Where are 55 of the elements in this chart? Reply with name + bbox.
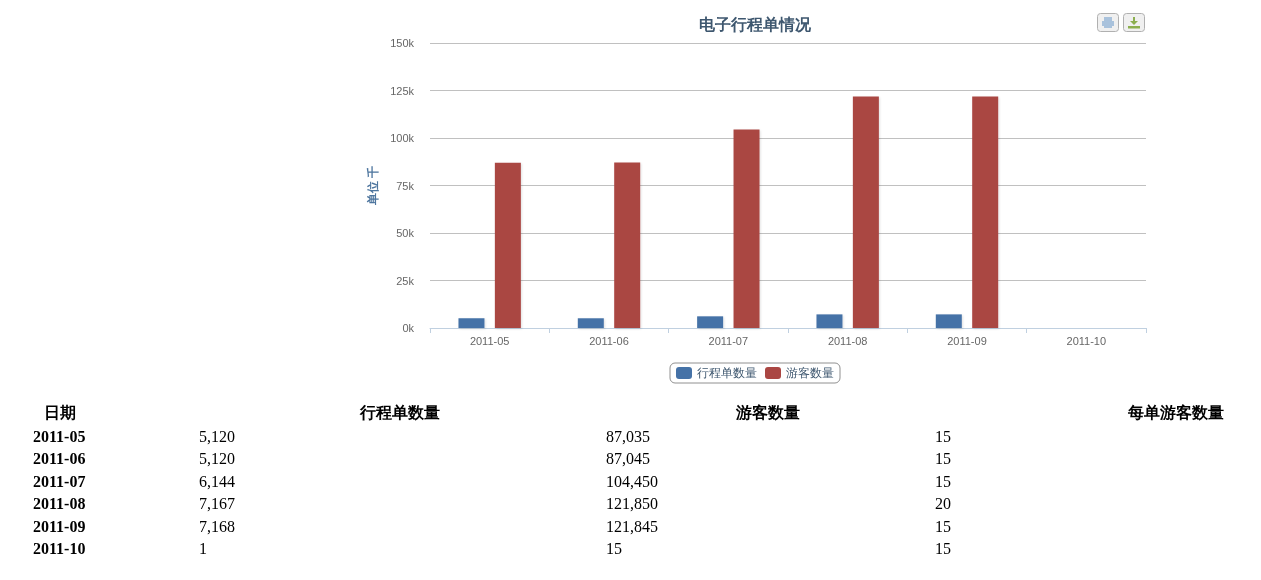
- data-label: 7,168: [199, 516, 235, 537]
- text: 每单游客数量: [1128, 403, 1224, 423]
- y-tick-label: 50k: [396, 227, 415, 239]
- x-tick-label: 2011-08: [827, 334, 868, 347]
- x-tick-label: 2011-10: [1066, 334, 1107, 347]
- y-tick-label: 75k: [396, 179, 415, 192]
- y-tick-label: 150k: [390, 37, 415, 49]
- data-label: 6,144: [199, 471, 235, 492]
- bar: [577, 318, 604, 328]
- data-label: 15: [606, 539, 622, 559]
- data-label: 7,167: [199, 494, 235, 515]
- bar: [494, 162, 521, 328]
- y-tick-label: 100k: [390, 132, 415, 144]
- x-tick-label: 2011-05: [469, 334, 510, 347]
- category-label: 2011-10: [33, 539, 86, 559]
- category-label: 2011-05: [33, 427, 86, 447]
- data-label: 121,845: [606, 516, 658, 537]
- category-label: 2011-08: [33, 494, 86, 515]
- data-label: 15: [935, 449, 951, 470]
- legend-label: 行程单数量: [697, 366, 757, 380]
- bar: [697, 316, 724, 328]
- bar: [816, 314, 843, 328]
- data-label: 15: [935, 471, 951, 492]
- data-label: 15: [935, 427, 951, 447]
- y-tick-label: 125k: [390, 84, 415, 97]
- data-label: 1: [199, 539, 207, 559]
- text: 游客数量: [736, 403, 800, 423]
- text: 日期: [44, 403, 76, 423]
- category-label: 2011-06: [33, 449, 86, 470]
- data-label: 87,035: [606, 427, 650, 447]
- bar: [972, 96, 999, 328]
- data-label: 15: [935, 516, 951, 537]
- data-label: 5,120: [199, 449, 235, 470]
- data-label: 104,450: [606, 471, 658, 492]
- y-tick-label: 25k: [396, 274, 415, 287]
- category-label: 2011-07: [33, 471, 86, 492]
- y-tick-label: 0k: [402, 322, 415, 334]
- text: 行程单数量: [360, 403, 440, 423]
- bar: [458, 318, 485, 328]
- data-label: 87,045: [606, 449, 650, 470]
- data-label: 5,120: [199, 427, 235, 447]
- x-tick-label: 2011-06: [589, 334, 629, 347]
- x-tick-label: 2011-09: [947, 334, 987, 347]
- bar: [733, 129, 760, 328]
- legend-label: 游客数量: [786, 366, 834, 380]
- x-tick-label: 2011-07: [708, 334, 749, 347]
- category-label: 2011-09: [33, 516, 86, 537]
- y-axis-title: 单位 千: [366, 165, 381, 207]
- data-label: 15: [935, 539, 951, 559]
- chart-title: 电子行程单情况: [699, 15, 812, 33]
- bar: [852, 96, 879, 328]
- bar: [614, 162, 641, 328]
- bar: [935, 314, 962, 328]
- data-label: 20: [935, 494, 951, 515]
- data-label: 121,850: [606, 494, 658, 515]
